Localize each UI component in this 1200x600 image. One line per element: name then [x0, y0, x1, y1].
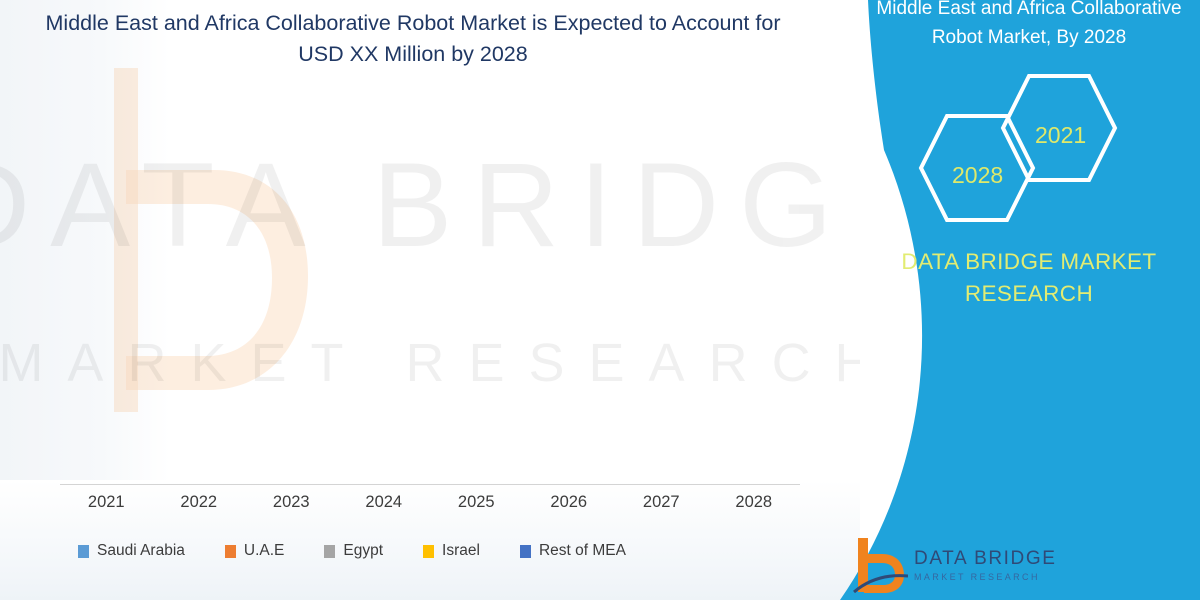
bar-group [523, 90, 616, 485]
x-axis-line [60, 484, 800, 485]
bar-group [245, 90, 338, 485]
legend-swatch-icon [324, 544, 336, 558]
data-bridge-logo-text: DATA BRIDGE [914, 548, 1057, 569]
x-axis-tick-2028: 2028 [735, 493, 773, 511]
hexagon-front-label: 2028 [952, 162, 1004, 188]
bar-group [615, 90, 708, 485]
data-bridge-logo: DATA BRIDGE MARKET RESEARCH [852, 534, 1082, 596]
hexagon-front-icon [918, 114, 1036, 222]
legend-label: Israel [442, 542, 480, 559]
legend-label: Saudi Arabia [97, 542, 185, 559]
brand-content: Middle East and Africa Collaborative Rob… [858, 0, 1200, 600]
x-axis-tick-2027: 2027 [642, 493, 680, 511]
bar-group [153, 90, 246, 485]
bar-group [338, 90, 431, 485]
x-axis-tick-2023: 2023 [272, 493, 310, 511]
hexagon-graphic: 2021 2028 [869, 70, 1189, 230]
legend-item[interactable]: U.A.E [224, 542, 285, 560]
hexagon-back-icon [1000, 74, 1118, 182]
bar-series-container [60, 90, 800, 485]
legend-item[interactable]: Israel [423, 542, 480, 560]
x-axis-tick-labels: 2021 2022 2023 2024 2025 2026 2027 2028 [60, 493, 800, 521]
brand-name: DATA BRIDGE MARKET RESEARCH [901, 249, 1157, 306]
legend-swatch-icon [423, 544, 435, 558]
x-axis-tick-2025: 2025 [457, 493, 495, 511]
legend-swatch-icon [519, 544, 531, 558]
background-tint-bottom [0, 480, 860, 600]
bar-group [60, 90, 153, 485]
legend-swatch-icon [224, 544, 236, 558]
brand-heading: Middle East and Africa Collaborative Rob… [876, 0, 1182, 48]
hexagon-back-label: 2021 [1035, 122, 1087, 148]
bar-group [430, 90, 523, 485]
brand-panel: R Middle East and Africa Collaborative R… [780, 0, 1200, 600]
data-bridge-logo-subtext: MARKET RESEARCH [914, 572, 1040, 582]
x-axis-tick-2022: 2022 [180, 493, 218, 511]
legend-item[interactable]: Saudi Arabia [78, 542, 185, 560]
legend-label: Rest of MEA [538, 542, 626, 559]
chart-title: Middle East and Africa Collaborative Rob… [45, 11, 781, 66]
legend-label: U.A.E [243, 542, 285, 559]
x-axis-tick-2021: 2021 [87, 493, 125, 511]
legend-item[interactable]: Rest of MEA [519, 542, 626, 560]
chart-legend: Saudi Arabia U.A.E Egypt Israel Rest of MEA [78, 538, 778, 564]
x-axis-tick-2024: 2024 [365, 493, 403, 511]
plot-area [60, 90, 800, 485]
legend-label: Egypt [343, 542, 384, 559]
legend-swatch-icon [78, 544, 89, 558]
data-bridge-logo-mark-icon [853, 538, 909, 594]
x-axis-tick-2026: 2026 [550, 493, 588, 511]
chart-panel: DATA BRIDGE MARKET RESEARCH Middle East … [0, 0, 860, 600]
legend-item[interactable]: Egypt [324, 542, 383, 560]
